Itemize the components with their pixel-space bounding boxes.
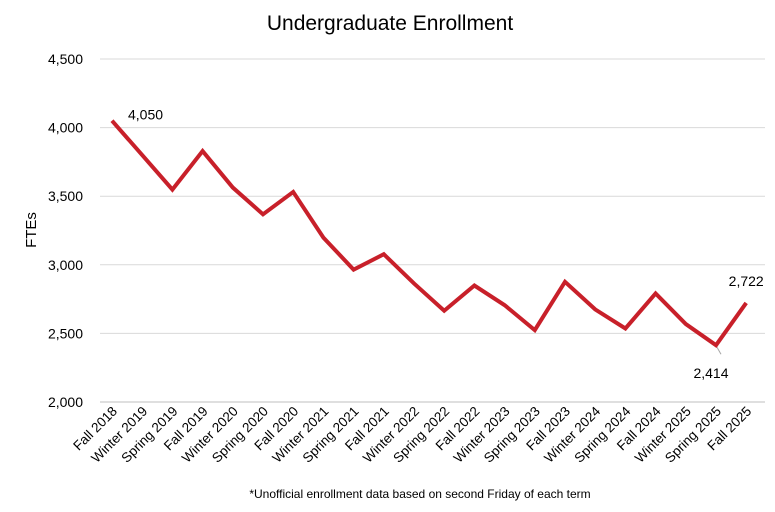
data-label: 2,722 [729, 273, 764, 289]
footnote: *Unofficial enrollment data based on sec… [249, 487, 590, 501]
data-label: 2,414 [693, 365, 728, 381]
series-line [112, 121, 746, 345]
y-tick-label: 2,500 [48, 325, 83, 341]
y-tick-label: 3,500 [48, 188, 83, 204]
y-tick-label: 3,000 [48, 257, 83, 273]
y-tick-label: 4,000 [48, 120, 83, 136]
y-tick-label: 4,500 [48, 51, 83, 67]
leader-line [717, 347, 721, 354]
y-tick-label: 2,000 [48, 394, 83, 410]
data-label: 4,050 [128, 107, 163, 123]
chart-title: Undergraduate Enrollment [267, 12, 513, 35]
y-axis-label: FTEs [23, 212, 40, 248]
